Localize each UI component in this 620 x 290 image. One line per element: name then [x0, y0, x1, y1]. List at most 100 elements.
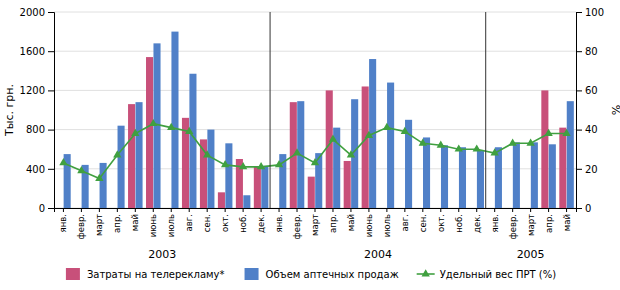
tick: сен.	[202, 208, 212, 232]
tick: апр.	[544, 208, 554, 233]
bar	[225, 143, 232, 208]
bar	[434, 208, 441, 209]
tick-mark	[576, 51, 582, 52]
tick: март	[94, 208, 104, 236]
marker	[221, 160, 229, 167]
tick-mark	[576, 12, 582, 13]
bar	[92, 208, 99, 209]
tick: 80	[576, 46, 598, 57]
tick-mark	[48, 12, 54, 13]
tick: ноб.	[238, 208, 248, 233]
tick-mark	[135, 208, 136, 212]
tick-mark	[576, 90, 582, 91]
marker	[95, 174, 103, 181]
tick-mark	[576, 130, 582, 131]
tick: февр.	[508, 208, 518, 240]
tick: янв.	[274, 208, 284, 232]
tick-mark	[512, 208, 513, 212]
bar	[495, 147, 502, 208]
tick: март	[310, 208, 320, 236]
tick-mark	[458, 208, 459, 212]
tick-label: янв.	[58, 214, 68, 232]
y-axis-title: Тыс. грн.	[3, 84, 16, 137]
tick-mark	[440, 208, 441, 212]
tick-label: март	[94, 214, 104, 236]
tick: 40	[576, 124, 598, 135]
bar	[441, 145, 448, 208]
grid-line	[54, 90, 576, 91]
bar	[487, 208, 494, 209]
tick-mark	[494, 208, 495, 212]
tick-label: окт.	[436, 214, 446, 232]
legend-item: Удельный вес ПРТ (%)	[417, 269, 557, 280]
bar	[272, 208, 279, 209]
tick-mark	[386, 208, 387, 212]
tick-label: июль	[166, 214, 176, 237]
tick-label: сен.	[202, 214, 212, 232]
marker	[437, 140, 445, 147]
marker	[365, 131, 373, 138]
group-separator	[270, 12, 271, 208]
tick-label: май	[562, 214, 572, 231]
marker	[275, 160, 283, 167]
tick: 60	[576, 85, 598, 96]
bar	[308, 177, 315, 208]
bar	[344, 161, 351, 208]
tick-label: 1600	[20, 46, 45, 57]
marker	[293, 148, 301, 155]
bar-series	[64, 32, 574, 208]
marker	[455, 144, 463, 151]
tick: 1600	[20, 46, 54, 57]
tick-mark	[261, 208, 262, 212]
tick-label: февр.	[508, 214, 518, 240]
tick-label: 0	[585, 203, 591, 214]
group-label: 2004	[364, 248, 392, 261]
tick: февр.	[292, 208, 302, 240]
axis-line	[55, 209, 577, 213]
tick-mark	[63, 208, 64, 212]
bar	[567, 101, 574, 208]
tick: дек.	[256, 208, 266, 233]
tick-mark	[530, 208, 531, 212]
bar	[118, 126, 125, 208]
y2-axis: 020406080100	[576, 7, 604, 214]
legend-label: Удельный вес ПРТ (%)	[440, 269, 557, 280]
bar	[477, 150, 484, 208]
tick-mark	[225, 208, 226, 212]
tick-mark	[171, 208, 172, 212]
axis-line	[577, 13, 583, 209]
marker	[239, 162, 247, 169]
tick-label: февр.	[292, 214, 302, 240]
tick: 1200	[20, 85, 54, 96]
bar	[451, 208, 458, 209]
marker	[347, 150, 355, 157]
legend-label: Затраты на телерекламу*	[87, 269, 225, 280]
marker	[526, 139, 534, 146]
marker	[203, 150, 211, 157]
bar	[135, 102, 142, 208]
tick-mark	[404, 208, 405, 212]
marker	[491, 148, 499, 155]
tick: май	[346, 208, 356, 231]
tick-label: янв.	[274, 214, 284, 232]
bar	[243, 195, 250, 208]
tick-mark	[576, 169, 582, 170]
legend-swatch	[245, 268, 259, 280]
tick-label: 800	[26, 124, 45, 135]
tick-mark	[48, 90, 54, 91]
tick-mark	[48, 169, 54, 170]
tick-label: апр.	[328, 214, 338, 233]
tick-label: 1200	[20, 85, 45, 96]
marker	[131, 129, 139, 136]
grid-line	[54, 51, 576, 52]
tick: 400	[26, 164, 54, 175]
tick: 100	[576, 7, 604, 18]
tick: авг.	[184, 208, 194, 231]
tick-label: янв.	[490, 214, 500, 232]
tick-mark	[332, 208, 333, 212]
group-label: 2003	[148, 248, 176, 261]
group-label: 2005	[517, 248, 545, 261]
tick: май	[130, 208, 140, 231]
markers	[59, 119, 570, 181]
tick-label: февр.	[76, 214, 86, 240]
